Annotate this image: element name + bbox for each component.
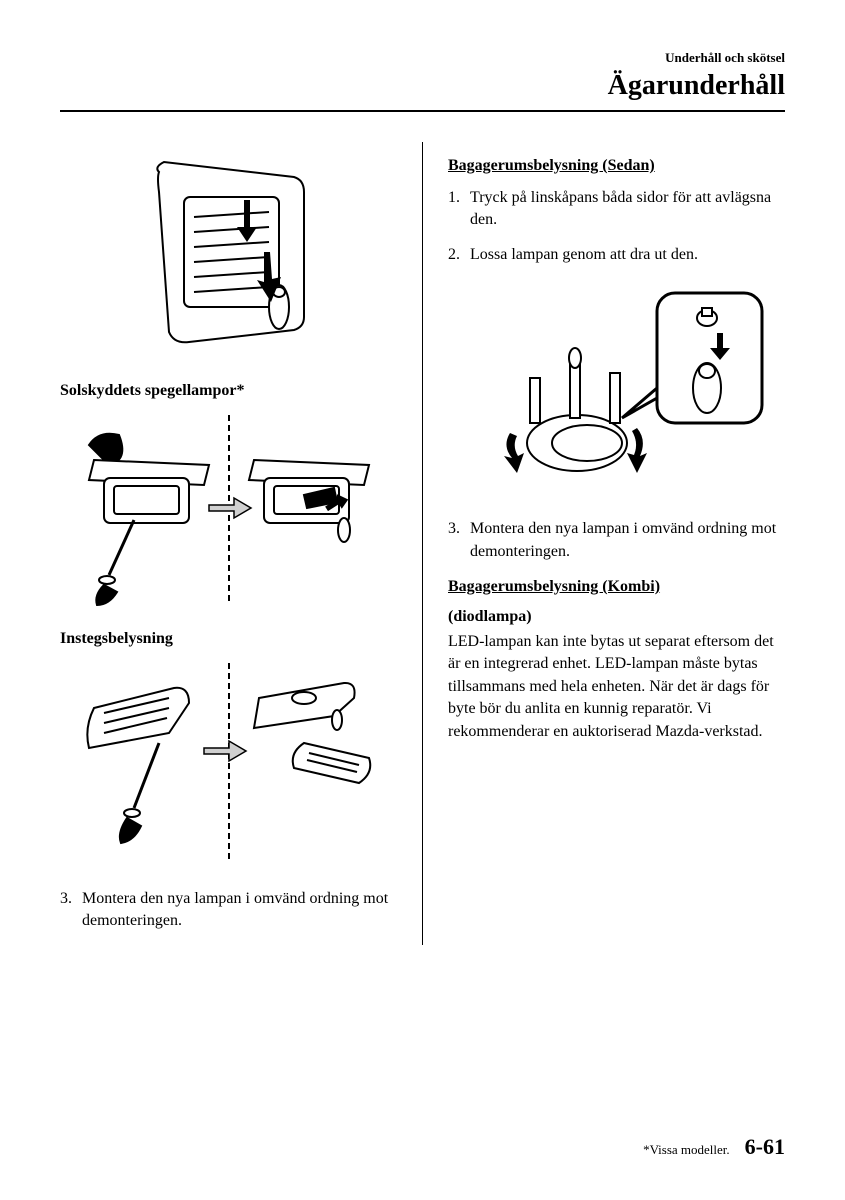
diagram-icon bbox=[462, 278, 772, 498]
figure-step-lighting bbox=[60, 658, 397, 868]
led-body-text: LED-lampan kan inte bytas ut separat eft… bbox=[448, 631, 785, 743]
diagram-icon bbox=[119, 152, 339, 362]
step-2-right: 2. Lossa lampan genom att dra ut den. bbox=[448, 244, 785, 266]
step-number: 2. bbox=[448, 244, 470, 266]
right-column: Bagagerumsbelysning (Sedan) 1. Tryck på … bbox=[448, 142, 785, 945]
diagram-icon bbox=[79, 658, 379, 868]
left-column: Solskyddets spegellampor* bbox=[60, 142, 397, 945]
heading-diode: (diodlampa) bbox=[448, 608, 785, 626]
figure-mirror-lamps bbox=[60, 410, 397, 610]
page-footer: *Vissa modeller. 6-61 bbox=[643, 1134, 785, 1160]
figure-bulb-removal bbox=[60, 152, 397, 362]
step-number: 1. bbox=[448, 187, 470, 232]
figure-trunk-lamp bbox=[448, 278, 785, 498]
step-1-right: 1. Tryck på linskåpans båda sidor för at… bbox=[448, 187, 785, 232]
page-number: 6-61 bbox=[745, 1134, 785, 1160]
chapter-title: Underhåll och skötsel bbox=[60, 50, 785, 66]
page-title: Ägarunderhåll bbox=[60, 70, 785, 102]
step-3-right: 3. Montera den nya lampan i omvänd ordni… bbox=[448, 518, 785, 563]
heading-step-lighting: Instegsbelysning bbox=[60, 630, 397, 648]
step-text: Montera den nya lampan i omvänd ordning … bbox=[82, 888, 397, 933]
step-text: Lossa lampan genom att dra ut den. bbox=[470, 244, 785, 266]
content-area: Solskyddets spegellampor* bbox=[60, 142, 785, 945]
step-number: 3. bbox=[60, 888, 82, 933]
heading-trunk-sedan: Bagagerumsbelysning (Sedan) bbox=[448, 157, 785, 175]
step-text: Tryck på linskåpans båda sidor för att a… bbox=[470, 187, 785, 232]
page-header: Underhåll och skötsel Ägarunderhåll bbox=[60, 50, 785, 112]
column-divider bbox=[422, 142, 423, 945]
step-text: Montera den nya lampan i omvänd ordning … bbox=[470, 518, 785, 563]
heading-trunk-kombi: Bagagerumsbelysning (Kombi) bbox=[448, 578, 785, 596]
diagram-icon bbox=[79, 410, 379, 610]
heading-mirror-lamps: Solskyddets spegellampor* bbox=[60, 382, 397, 400]
step-number: 3. bbox=[448, 518, 470, 563]
footnote-text: *Vissa modeller. bbox=[643, 1142, 730, 1158]
step-3-left: 3. Montera den nya lampan i omvänd ordni… bbox=[60, 888, 397, 933]
